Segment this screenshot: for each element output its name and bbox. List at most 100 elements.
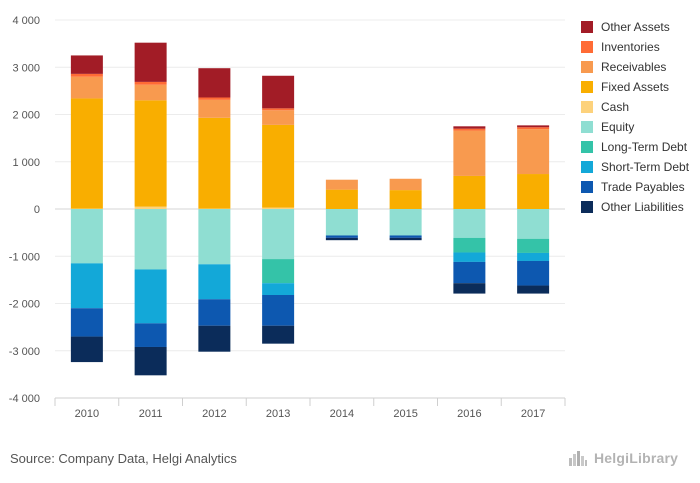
bar-segment-other-assets (198, 68, 231, 98)
bar-segment-fixed-assets (453, 175, 486, 209)
bar-segment-equity (389, 209, 422, 236)
legend-label: Inventories (601, 40, 660, 54)
bar-segment-fixed-assets (389, 190, 422, 209)
bar-segment-other-assets (262, 75, 295, 109)
bar-segment-receivables (70, 76, 103, 99)
bar-segment-cash (70, 208, 103, 210)
bar-segment-receivables (453, 130, 486, 176)
legend-item[interactable]: Fixed Assets (581, 77, 696, 97)
legend-item[interactable]: Cash (581, 97, 696, 117)
legend-swatch (581, 41, 593, 53)
y-tick-label: -3 000 (9, 346, 40, 358)
bar-segment-fixed-assets (517, 174, 550, 209)
legend-swatch (581, 161, 593, 173)
legend-label: Fixed Assets (601, 80, 670, 94)
legend-swatch (581, 101, 593, 113)
legend-swatch (581, 21, 593, 33)
bar-segment-trade-payables (389, 235, 422, 238)
bar-segment-trade-payables (262, 294, 295, 326)
y-tick-label: 4 000 (12, 15, 40, 27)
bar-segment-equity (262, 209, 295, 260)
legend-swatch (581, 81, 593, 93)
bar-segment-trade-payables (325, 235, 358, 238)
bar-segment-receivables (134, 84, 167, 101)
legend-item[interactable]: Receivables (581, 57, 696, 77)
bar-segment-trade-payables (134, 323, 167, 347)
x-tick-label: 2017 (521, 408, 545, 420)
legend-item[interactable]: Short-Term Debt (581, 157, 696, 177)
bar-segment-equity (517, 209, 550, 239)
bar-segment-fixed-assets (134, 100, 167, 207)
x-tick-label: 2015 (393, 408, 417, 420)
legend-item[interactable]: Trade Payables (581, 177, 696, 197)
bar-segment-trade-payables (517, 260, 550, 286)
axes: 4 000 3 000 2 000 1 000 0 -1 000 -2 000 -3 000 -… (9, 15, 566, 420)
bar-segment-short-term-debt (70, 263, 103, 309)
legend-item[interactable]: Inventories (581, 37, 696, 57)
x-tick-label: 2011 (139, 408, 163, 420)
legend-item[interactable]: Long-Term Debt (581, 137, 696, 157)
bar-segment-long-term-debt (517, 238, 550, 253)
legend-label: Trade Payables (601, 180, 685, 194)
legend-item[interactable]: Equity (581, 117, 696, 137)
bar-segment-short-term-debt (517, 252, 550, 261)
bar-segment-other-liabilities (517, 285, 550, 294)
bar-segment-other-assets (134, 42, 167, 82)
bar-segment-cash (198, 208, 231, 210)
legend-swatch (581, 141, 593, 153)
bar-segment-inventories (453, 128, 486, 131)
legend-swatch (581, 201, 593, 213)
bar-segment-other-liabilities (198, 325, 231, 352)
bar-segment-inventories (70, 73, 103, 77)
legend-label: Receivables (601, 60, 667, 74)
brand-logo: HelgiLibrary (568, 448, 678, 468)
bar-segment-trade-payables (453, 261, 486, 284)
legend-label: Other Assets (601, 20, 670, 34)
bar-segment-other-liabilities (325, 237, 358, 241)
legend-label: Cash (601, 100, 630, 114)
bar-segment-short-term-debt (262, 283, 295, 295)
bar-segment-receivables (325, 179, 358, 190)
bar-segment-fixed-assets (70, 98, 103, 209)
bar-segment-receivables (262, 110, 295, 125)
bar-segment-equity (198, 209, 231, 265)
x-tick-label: 2014 (330, 408, 354, 420)
bar-segment-fixed-assets (262, 124, 295, 208)
x-tick-label: 2016 (457, 408, 481, 420)
bar-segment-inventories (262, 108, 295, 111)
y-tick-label: -4 000 (9, 393, 40, 405)
legend-label: Long-Term Debt (601, 140, 688, 154)
legend-swatch (581, 121, 593, 133)
bar-segment-other-liabilities (262, 325, 295, 344)
x-tick-label: 2013 (266, 408, 290, 420)
bar-segment-receivables (198, 99, 231, 118)
bar-segment-inventories (134, 81, 167, 85)
bar-segment-equity (325, 209, 358, 236)
bar-segment-fixed-assets (325, 189, 358, 209)
bar-segment-short-term-debt (134, 269, 167, 324)
bar-segment-fixed-assets (198, 117, 231, 209)
legend-item[interactable]: Other Assets (581, 17, 696, 37)
bar-segment-inventories (517, 127, 550, 130)
source-note: Source: Company Data, Helgi Analytics (10, 451, 237, 466)
bar-segment-cash (134, 206, 167, 209)
bar-segment-trade-payables (198, 299, 231, 326)
y-tick-label: 3 000 (12, 62, 40, 74)
y-tick-label: 1 000 (12, 157, 40, 169)
bar-segment-inventories (198, 97, 231, 100)
bar-segment-cash (262, 207, 295, 209)
bar-segment-long-term-debt (262, 259, 295, 284)
bar-segment-other-assets (70, 55, 103, 74)
bar-segment-other-liabilities (389, 237, 422, 241)
bar-segment-short-term-debt (453, 252, 486, 262)
bar-segment-receivables (517, 129, 550, 175)
legend-swatch (581, 61, 593, 73)
bar-segment-other-liabilities (134, 346, 167, 376)
bar-segment-other-assets (453, 126, 486, 129)
bar-segment-other-liabilities (70, 336, 103, 363)
stacked-bars (70, 42, 550, 376)
y-tick-label: -2 000 (9, 299, 40, 311)
bar-segment-short-term-debt (198, 264, 231, 300)
legend-item[interactable]: Other Liabilities (581, 197, 696, 217)
